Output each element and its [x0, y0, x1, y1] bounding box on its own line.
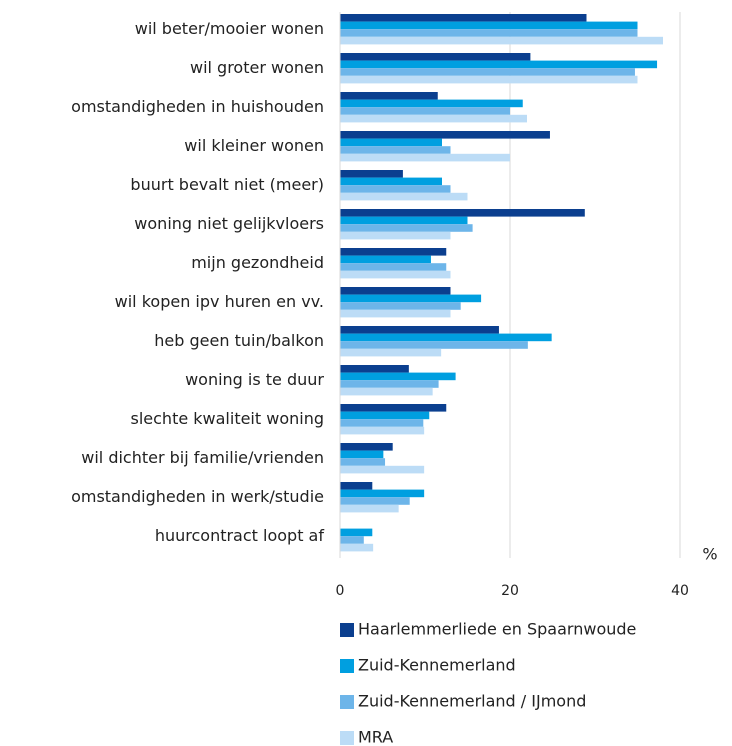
bar [340, 231, 451, 240]
bar [340, 543, 374, 552]
bar [340, 177, 442, 186]
bar [340, 380, 439, 388]
bar [340, 302, 461, 310]
bar [340, 53, 531, 61]
y-tick-label: mijn gezondheid [191, 253, 324, 272]
y-tick-label: slechte kwaliteit woning [131, 409, 325, 428]
bar [340, 216, 468, 225]
bar [340, 138, 442, 147]
y-tick-label: wil kleiner wonen [184, 136, 324, 155]
legend-swatch [340, 623, 354, 637]
bar [340, 426, 425, 435]
bar [340, 99, 523, 108]
bar [340, 404, 447, 412]
legend-swatch [340, 659, 354, 673]
bar [340, 255, 431, 264]
y-tick-label: wil groter wonen [190, 58, 324, 77]
bar [340, 489, 425, 498]
bar [340, 450, 384, 459]
bar [340, 107, 510, 115]
x-tick-label: 0 [336, 583, 345, 599]
bar [340, 131, 550, 139]
bar [340, 372, 456, 381]
legend-label: Zuid-Kennemerland / IJmond [358, 692, 586, 711]
bar [340, 326, 499, 334]
x-axis-label: % [702, 545, 717, 564]
bar [340, 365, 409, 373]
bar [340, 146, 451, 154]
bar [340, 114, 527, 123]
bar [340, 29, 638, 37]
x-tick-label: 40 [671, 583, 689, 599]
y-tick-label: buurt bevalt niet (meer) [130, 175, 324, 194]
bar [340, 185, 451, 193]
bar [340, 248, 447, 256]
bar [340, 294, 482, 303]
y-tick-label: wil dichter bij familie/vrienden [81, 448, 324, 467]
y-tick-label: omstandigheden in huishouden [71, 97, 324, 116]
bar [340, 536, 364, 544]
y-tick-label: woning is te duur [185, 370, 324, 389]
bar [340, 270, 451, 279]
bar [340, 170, 403, 178]
y-tick-label: wil kopen ipv huren en vv. [115, 292, 324, 311]
bar [340, 341, 528, 349]
legend-swatch [340, 695, 354, 709]
y-tick-label: woning niet gelijkvloers [134, 214, 324, 233]
bar [340, 333, 552, 342]
bar [340, 92, 438, 100]
bar [340, 458, 386, 466]
bar [340, 75, 638, 84]
bar [340, 68, 635, 76]
bar [340, 465, 425, 474]
y-tick-label: wil beter/mooier wonen [135, 19, 324, 38]
legend-swatch [340, 731, 354, 745]
bar [340, 309, 451, 318]
bar [340, 263, 447, 271]
bar [340, 14, 587, 22]
bar [340, 209, 585, 217]
bar [340, 419, 424, 427]
bar [340, 482, 373, 490]
x-tick-label: 20 [501, 583, 519, 599]
legend-label: MRA [358, 728, 393, 746]
bar [340, 348, 442, 357]
bar [340, 36, 663, 45]
y-tick-label: huurcontract loopt af [155, 526, 325, 545]
bar [340, 21, 638, 30]
bar [340, 192, 468, 201]
bar [340, 387, 433, 396]
legend-label: Haarlemmerliede en Spaarnwoude [358, 620, 636, 639]
bar [340, 60, 658, 69]
y-tick-label: omstandigheden in werk/studie [71, 487, 324, 506]
bar [340, 443, 393, 451]
y-tick-label: heb geen tuin/balkon [154, 331, 324, 350]
legend-label: Zuid-Kennemerland [358, 656, 516, 675]
bar [340, 153, 510, 162]
bar [340, 224, 473, 232]
bar [340, 497, 410, 505]
bar [340, 528, 373, 537]
bar [340, 287, 451, 295]
bar [340, 411, 430, 420]
bar [340, 504, 399, 513]
